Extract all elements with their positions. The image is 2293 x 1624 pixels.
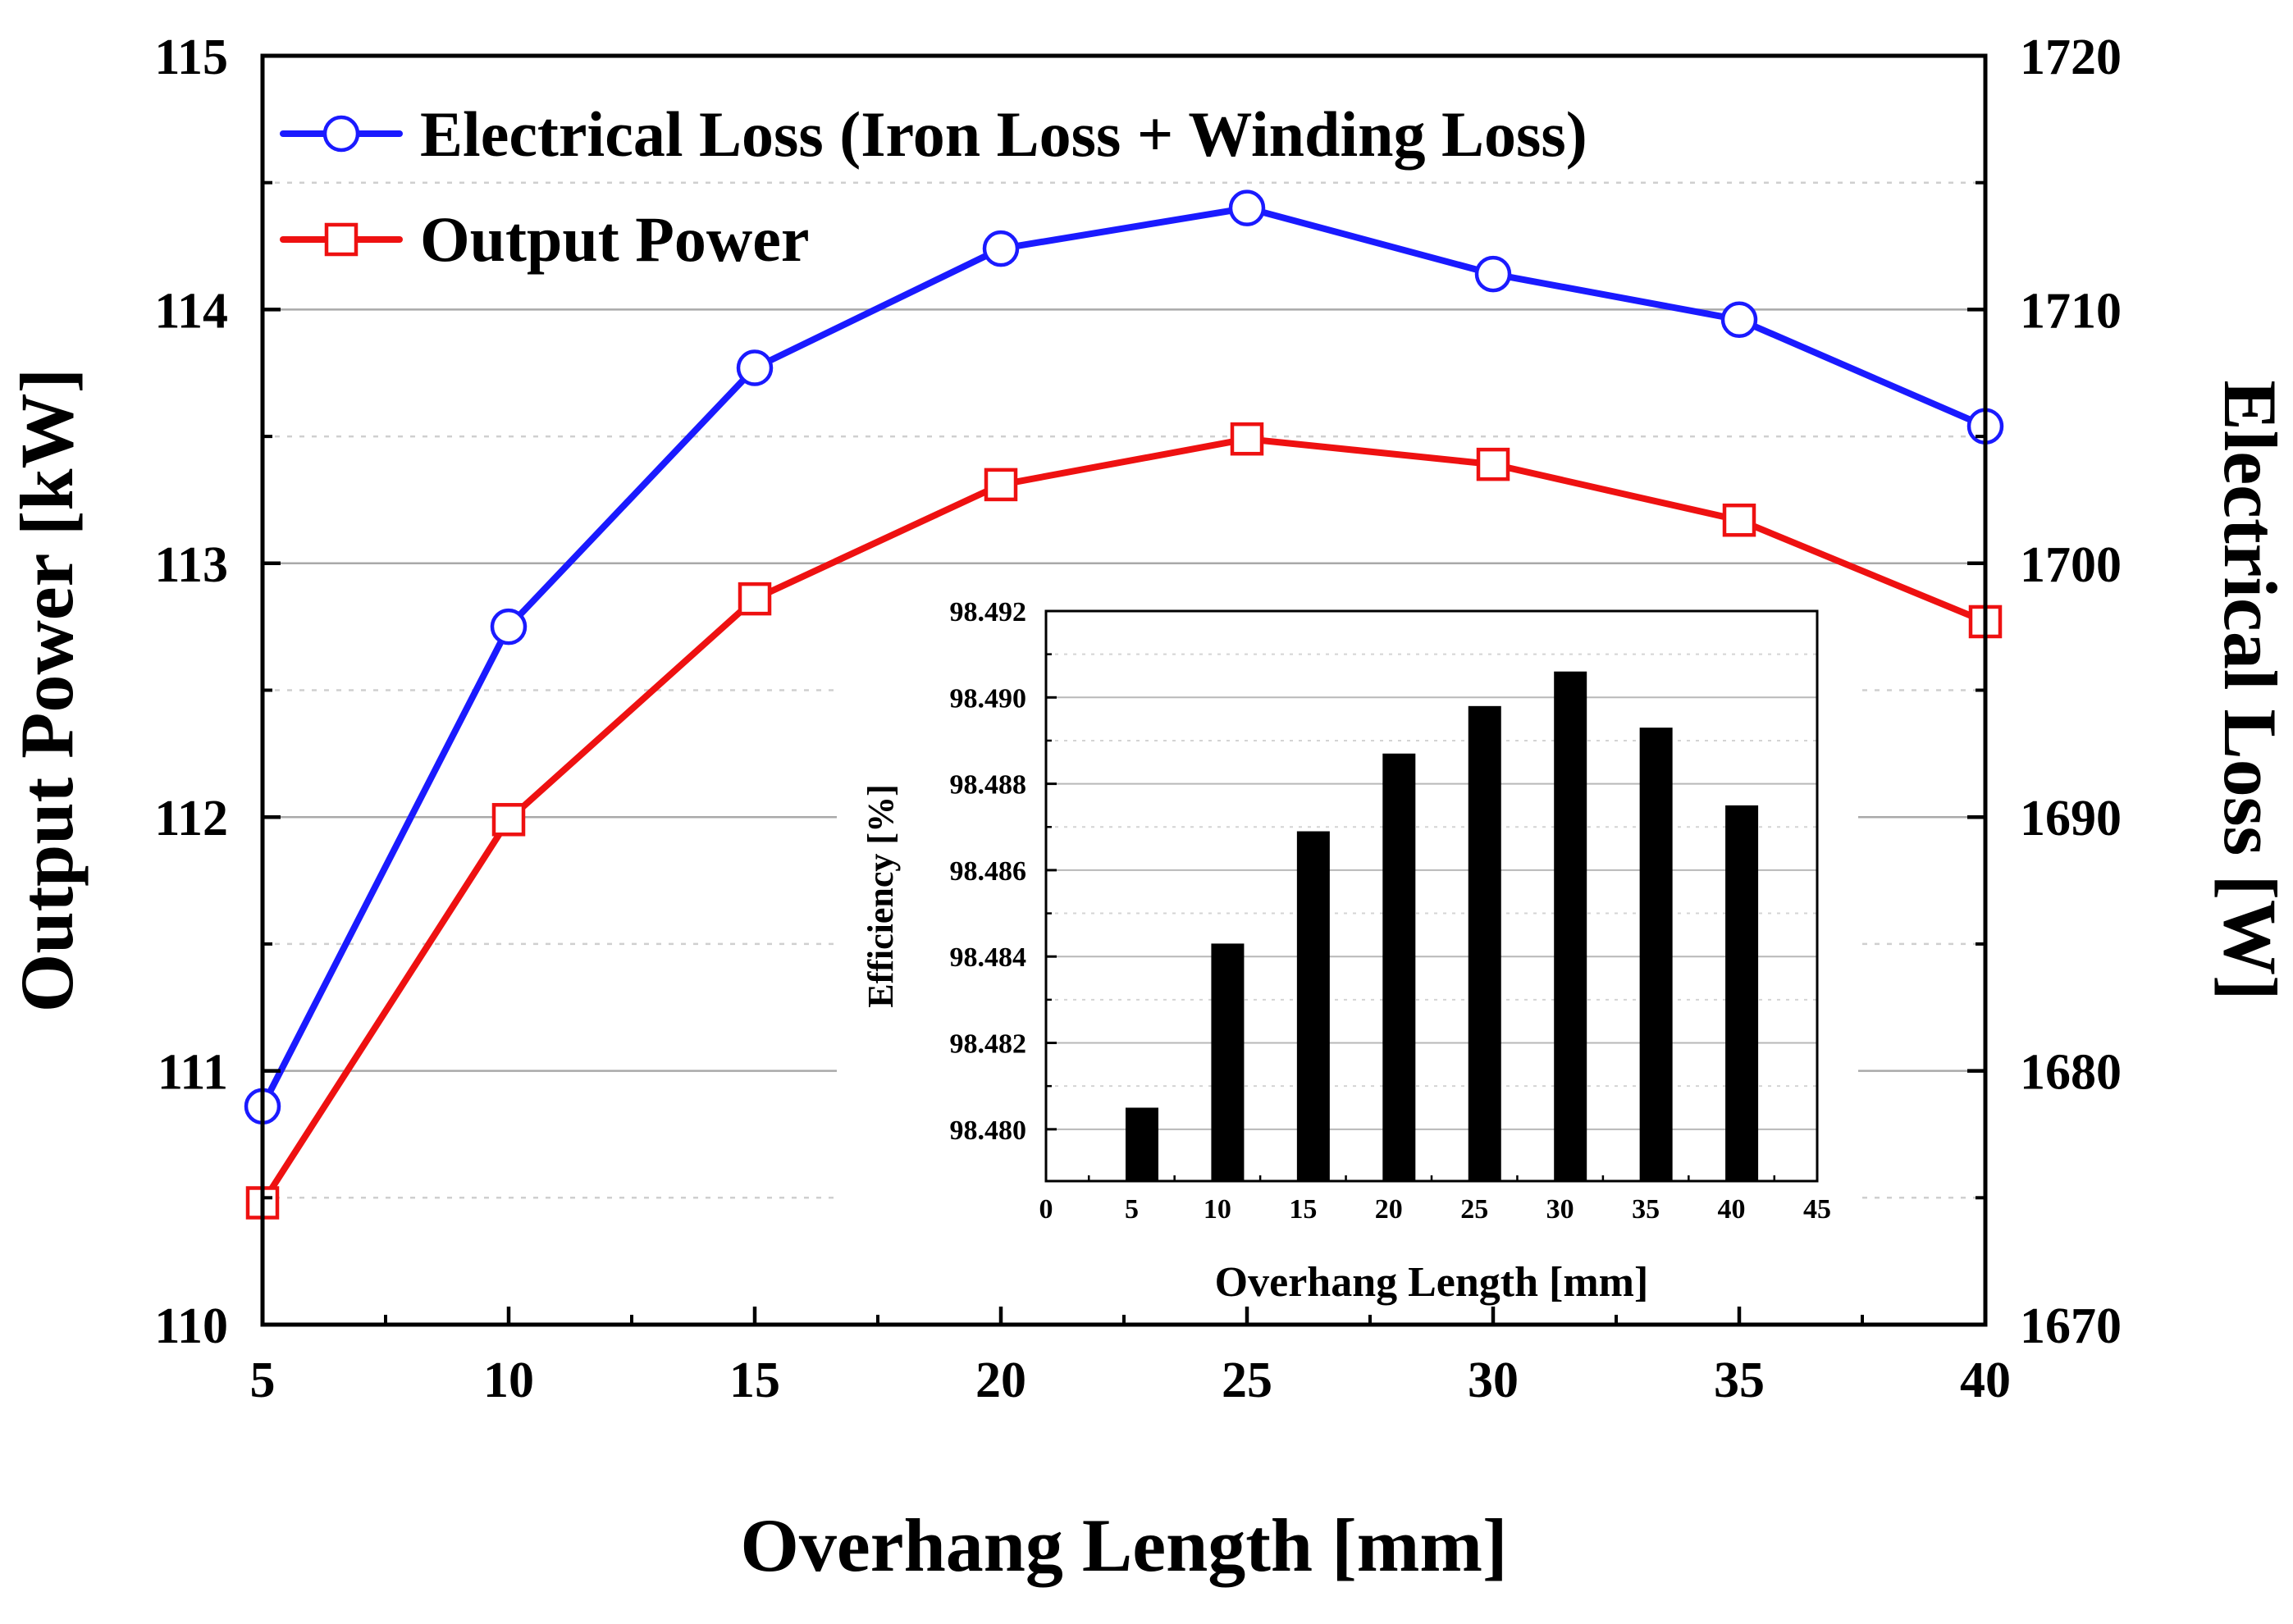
inset-y-tick-label: 98.482 [950,1029,1027,1060]
inset-x-tick-label: 40 [1718,1194,1746,1225]
inset-bar [1468,705,1501,1181]
right-y-tick-label: 1700 [2020,537,2122,593]
right-y-tick-label: 1710 [2020,283,2122,339]
legend-square-marker-icon [324,222,359,257]
left-y-tick-label: 115 [154,30,228,85]
left-y-axis-label: Output Power [kW] [5,368,89,1012]
x-axis-label: Overhang Length [mm] [740,1503,1507,1587]
inset-ticks: 98.480 98.482 98.484 98.486 98.488 98.490 98.4… [950,597,1832,1225]
legend-electrical-loss-label: Electrical Loss (Iron Loss + Winding Los… [420,98,1587,170]
circle-data-point [1228,189,1266,226]
inset-bar [1296,831,1330,1181]
circle-data-point [736,349,774,386]
inset-x-tick-label: 20 [1375,1194,1403,1225]
inset-y-tick-label: 98.480 [950,1115,1027,1146]
legend-entry-electrical-loss: Electrical Loss (Iron Loss + Winding Los… [280,98,1587,170]
square-data-point [1230,422,1264,456]
x-tick-label: 35 [1714,1353,1765,1408]
x-tick-label: 5 [250,1353,276,1408]
series-line [259,436,1989,1207]
legend: Electrical Loss (Iron Loss + Winding Los… [280,98,1587,275]
square-data-point [984,468,1018,502]
square-data-point [1722,503,1756,537]
inset-gridlines [1046,610,1817,1130]
inset-x-tick-label: 35 [1632,1194,1660,1225]
inset-x-tick-label: 5 [1125,1194,1139,1225]
inset-y-axis-label: Efficiency [%] [861,784,901,1007]
inset-x-tick-label: 25 [1460,1194,1488,1225]
circle-data-point [982,230,1020,267]
inset-x-tick-label: 0 [1039,1194,1053,1225]
main-series [244,189,2004,1220]
legend-circle-marker-icon [322,115,360,153]
inset-x-axis-label: Overhang Length [mm] [1215,1259,1649,1306]
inset-x-tick-label: 15 [1289,1194,1317,1225]
inset-bar [1211,943,1245,1181]
inset-plot-background [837,591,1858,1321]
right-y-tick-label: 1670 [2020,1298,2122,1354]
inset-bars [1125,671,1759,1181]
left-y-tick-label: 111 [158,1045,228,1101]
right-y-tick-label: 1690 [2020,791,2122,846]
series-line [259,204,1989,1110]
left-y-tick-label: 110 [154,1298,228,1354]
main-ticks: 110 1670 111 1680 112 1690 113 1700 114 1710 115 17… [154,30,2122,1408]
square-data-point [491,803,526,837]
circle-data-point [490,608,528,645]
inset-y-tick-label: 98.486 [950,856,1027,887]
right-y-tick-label: 1720 [2020,30,2122,85]
inset-bar [1725,805,1759,1181]
left-y-tick-label: 112 [154,791,228,846]
circle-data-point [1474,255,1512,293]
left-y-tick-label: 114 [154,283,228,339]
inset-y-tick-label: 98.490 [950,683,1027,714]
inset-x-tick-label: 10 [1204,1194,1231,1225]
inset-y-tick-label: 98.488 [950,770,1027,801]
legend-output-power-label: Output Power [420,203,809,275]
inset-x-tick-label: 30 [1546,1194,1574,1225]
square-data-point [1476,447,1510,481]
x-tick-label: 40 [1960,1353,2011,1408]
inset-bar [1639,728,1673,1181]
inset-x-tick-label: 45 [1803,1194,1831,1225]
legend-entry-output-power: Output Power [280,203,809,275]
x-tick-label: 10 [483,1353,534,1408]
x-tick-label: 15 [729,1353,780,1408]
circle-data-point [1720,301,1758,339]
inset-bar [1382,753,1416,1181]
inset-bar [1554,671,1587,1181]
x-tick-label: 30 [1468,1353,1519,1408]
square-data-point [738,582,772,616]
right-y-tick-label: 1680 [2020,1045,2122,1101]
inset-chart: 98.480 98.482 98.484 98.486 98.488 98.490 98.4… [837,591,1858,1321]
right-y-axis-label: Electrical Loss [W] [2208,380,2292,1000]
x-tick-label: 25 [1222,1353,1272,1408]
inset-y-tick-label: 98.484 [950,942,1027,973]
left-y-tick-label: 113 [154,537,228,593]
inset-bar [1125,1107,1158,1181]
inset-y-tick-label: 98.492 [950,597,1027,627]
x-tick-label: 20 [975,1353,1026,1408]
